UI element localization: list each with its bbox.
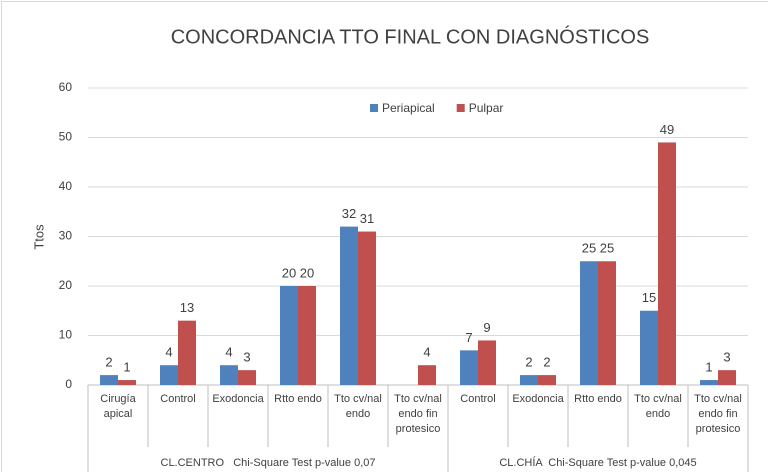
data-label: 25 bbox=[582, 241, 596, 256]
bar bbox=[640, 310, 658, 385]
x-tick-label: Exodoncia bbox=[212, 393, 264, 405]
bar bbox=[118, 380, 136, 385]
legend-label: Periapical bbox=[382, 101, 435, 115]
legend-swatch bbox=[370, 104, 378, 112]
bar bbox=[358, 231, 376, 385]
data-label: 2 bbox=[105, 355, 112, 370]
bar bbox=[580, 261, 598, 385]
group-label: CL.CHÍA Chi-Square Test p-value 0,045 bbox=[499, 457, 697, 469]
data-label: 15 bbox=[642, 290, 656, 305]
data-label: 31 bbox=[360, 211, 374, 226]
bar bbox=[658, 142, 676, 385]
x-tick-label: Control bbox=[160, 393, 196, 405]
x-tick-label: Tto cv/nal endo fin protesico bbox=[694, 393, 742, 435]
data-label: 20 bbox=[300, 265, 314, 280]
bar bbox=[220, 365, 238, 385]
group-label: CL.CENTRO Chi-Square Test p-value 0,07 bbox=[160, 457, 376, 469]
bar bbox=[538, 375, 556, 385]
data-label: 13 bbox=[180, 300, 194, 315]
y-tick-label: 60 bbox=[59, 80, 73, 94]
y-tick-label: 20 bbox=[59, 278, 73, 292]
bar bbox=[460, 350, 478, 385]
bar bbox=[418, 365, 436, 385]
data-label: 1 bbox=[123, 359, 130, 374]
bar bbox=[700, 380, 718, 385]
bar bbox=[520, 375, 538, 385]
y-tick-label: 50 bbox=[59, 130, 73, 144]
data-label: 9 bbox=[483, 320, 490, 335]
data-label: 2 bbox=[543, 355, 550, 370]
bar bbox=[478, 340, 496, 385]
bar bbox=[280, 286, 298, 385]
data-label: 4 bbox=[423, 345, 430, 360]
y-tick-label: 0 bbox=[65, 377, 72, 391]
bar bbox=[340, 226, 358, 385]
bar bbox=[718, 370, 736, 385]
data-label: 49 bbox=[660, 122, 674, 137]
y-tick-label: 30 bbox=[59, 229, 73, 243]
x-tick-label: Tto cv/nal endo fin protesico bbox=[394, 393, 442, 435]
x-tick-label: Tto cv/nal endo bbox=[634, 393, 682, 420]
bar bbox=[238, 370, 256, 385]
data-label: 2 bbox=[525, 355, 532, 370]
data-label: 20 bbox=[282, 265, 296, 280]
y-axis-label: Ttos bbox=[31, 224, 46, 250]
x-tick-label: Cirugía apical bbox=[100, 393, 136, 420]
bar bbox=[598, 261, 616, 385]
x-tick-label: Rtto endo bbox=[574, 393, 622, 405]
x-tick-label: Rtto endo bbox=[274, 393, 322, 405]
data-label: 7 bbox=[465, 330, 472, 345]
x-tick-label: Control bbox=[460, 393, 496, 405]
y-tick-label: 40 bbox=[59, 179, 73, 193]
bar bbox=[298, 286, 316, 385]
data-label: 3 bbox=[243, 350, 250, 365]
chart-title: CONCORDANCIA TTO FINAL CON DIAGNÓSTICOS bbox=[171, 25, 650, 48]
legend-label: Pulpar bbox=[469, 101, 504, 115]
data-label: 4 bbox=[165, 345, 172, 360]
bar bbox=[178, 320, 196, 385]
data-label: 4 bbox=[225, 345, 232, 360]
data-label: 32 bbox=[342, 206, 356, 221]
bar bbox=[160, 365, 178, 385]
data-label: 3 bbox=[723, 350, 730, 365]
x-tick-label: Tto cv/nal endo bbox=[334, 393, 382, 420]
x-tick-label: Exodoncia bbox=[512, 393, 564, 405]
bar bbox=[100, 375, 118, 385]
data-label: 25 bbox=[600, 241, 614, 256]
legend-swatch bbox=[456, 104, 465, 112]
data-label: 1 bbox=[705, 359, 712, 374]
y-tick-label: 10 bbox=[59, 328, 73, 342]
